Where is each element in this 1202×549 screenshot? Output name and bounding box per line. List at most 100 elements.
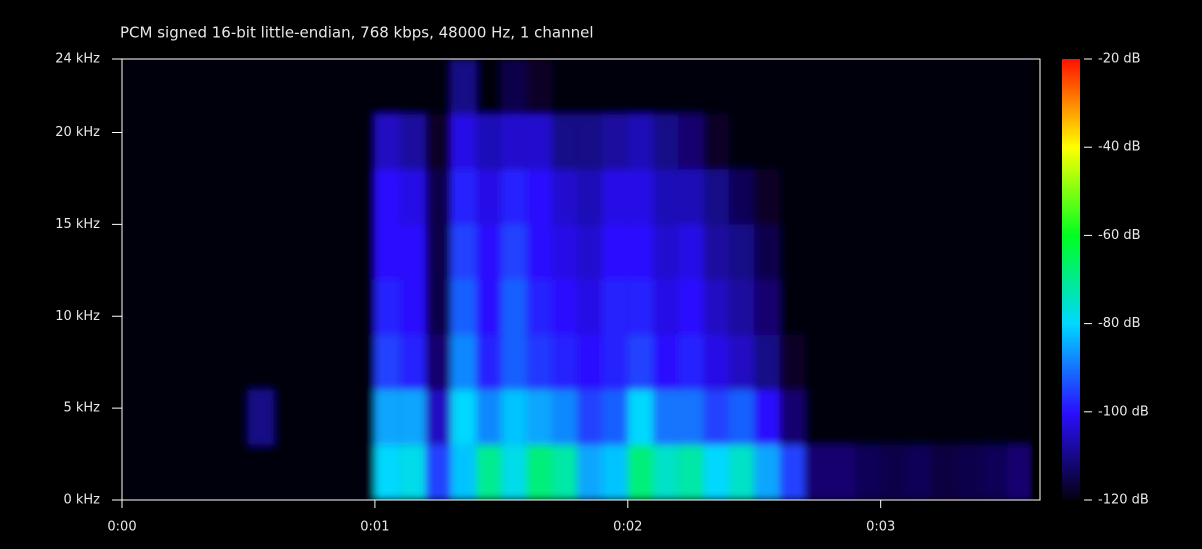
spectrogram-cell (299, 59, 324, 114)
spectrogram-cell (729, 224, 754, 279)
spectrogram-cell (122, 335, 147, 390)
spectrogram-cell (855, 390, 880, 445)
spectrogram-cell (375, 390, 400, 445)
spectrogram-cell (754, 114, 779, 169)
spectrogram-cell (729, 445, 754, 500)
x-tick-label: 0:01 (360, 520, 389, 535)
spectrogram-cell (122, 390, 147, 445)
spectrogram-cell (830, 390, 855, 445)
spectrogram-cell (982, 169, 1007, 224)
spectrogram-cell (678, 335, 703, 390)
spectrogram-cell (527, 114, 552, 169)
spectrogram-cell (299, 445, 324, 500)
spectrogram-cell (628, 59, 653, 114)
spectrogram-cell (602, 59, 627, 114)
spectrogram-cell (653, 445, 678, 500)
spectrogram-cell (501, 114, 526, 169)
spectrogram-cell (375, 335, 400, 390)
spectrogram-cell (173, 445, 198, 500)
spectrogram-cell (577, 114, 602, 169)
spectrogram-cell (931, 59, 956, 114)
spectrogram-cell (577, 169, 602, 224)
spectrogram-cell (248, 59, 273, 114)
spectrogram-cell (223, 445, 248, 500)
spectrogram-cell (425, 280, 450, 335)
spectrogram-cell (476, 335, 501, 390)
spectrogram-cell (248, 445, 273, 500)
spectrogram-cell (729, 169, 754, 224)
y-tick-label: 0 kHz (63, 493, 100, 508)
spectrogram-cell (754, 280, 779, 335)
y-tick-label: 20 kHz (55, 125, 100, 140)
spectrogram-cell (881, 390, 906, 445)
spectrogram-cell (1007, 445, 1032, 500)
spectrogram-cell (425, 224, 450, 279)
spectrogram-cell (653, 335, 678, 390)
spectrogram-cell (375, 169, 400, 224)
spectrogram-cell (704, 114, 729, 169)
spectrogram-cell (552, 169, 577, 224)
spectrogram-cell (299, 390, 324, 445)
spectrogram-cell (1007, 390, 1032, 445)
spectrogram-cell (147, 169, 172, 224)
spectrogram-cell (653, 280, 678, 335)
spectrogram-cell (577, 335, 602, 390)
spectrogram-cell (855, 224, 880, 279)
spectrogram-cell (678, 114, 703, 169)
x-tick-label: 0:02 (613, 520, 642, 535)
spectrogram-cell (1007, 59, 1032, 114)
spectrogram-cell (501, 224, 526, 279)
spectrogram-cell (982, 114, 1007, 169)
spectrogram-cell (552, 390, 577, 445)
spectrogram-cell (299, 335, 324, 390)
spectrogram-cell (173, 59, 198, 114)
spectrogram-cell (476, 114, 501, 169)
spectrogram-cell (805, 169, 830, 224)
spectrogram-cell (780, 280, 805, 335)
spectrogram-cell (881, 280, 906, 335)
spectrogram-cell (982, 59, 1007, 114)
spectrogram-cell (780, 114, 805, 169)
spectrogram-cell (881, 224, 906, 279)
spectrogram-cell (527, 445, 552, 500)
spectrogram-cell (881, 59, 906, 114)
spectrogram-cell (931, 169, 956, 224)
spectrogram-cell (957, 280, 982, 335)
spectrogram-cell (425, 114, 450, 169)
spectrogram-cell (855, 59, 880, 114)
spectrogram-cell (780, 169, 805, 224)
spectrogram-cell (425, 59, 450, 114)
spectrogram-cell (501, 169, 526, 224)
spectrogram-cell (451, 224, 476, 279)
spectrogram-cell (425, 335, 450, 390)
spectrogram-cell (830, 445, 855, 500)
spectrogram-cell (754, 59, 779, 114)
spectrogram-cell (552, 114, 577, 169)
spectrogram-cell (274, 280, 299, 335)
spectrogram-cell (324, 59, 349, 114)
spectrogram-cell (400, 224, 425, 279)
spectrogram-cell (704, 390, 729, 445)
spectrogram-cell (577, 280, 602, 335)
spectrogram-cell (653, 114, 678, 169)
spectrogram-cell (855, 114, 880, 169)
y-tick-label: 10 kHz (55, 309, 100, 324)
spectrogram-cell (982, 445, 1007, 500)
spectrogram-cell (602, 169, 627, 224)
spectrogram-cell (653, 169, 678, 224)
spectrogram-cell (704, 280, 729, 335)
spectrogram-cell (324, 114, 349, 169)
spectrogram-cell (527, 169, 552, 224)
spectrogram-cell (147, 224, 172, 279)
spectrogram-cell (350, 224, 375, 279)
spectrogram-cell (729, 114, 754, 169)
spectrogram-cell (881, 169, 906, 224)
spectrogram-cell (830, 224, 855, 279)
colorbar (1062, 59, 1080, 500)
spectrogram-cell (931, 445, 956, 500)
spectrogram-cell (628, 280, 653, 335)
spectrogram-cell (476, 224, 501, 279)
spectrogram-cell (957, 445, 982, 500)
spectrogram-cell (147, 335, 172, 390)
spectrogram-cell (552, 224, 577, 279)
